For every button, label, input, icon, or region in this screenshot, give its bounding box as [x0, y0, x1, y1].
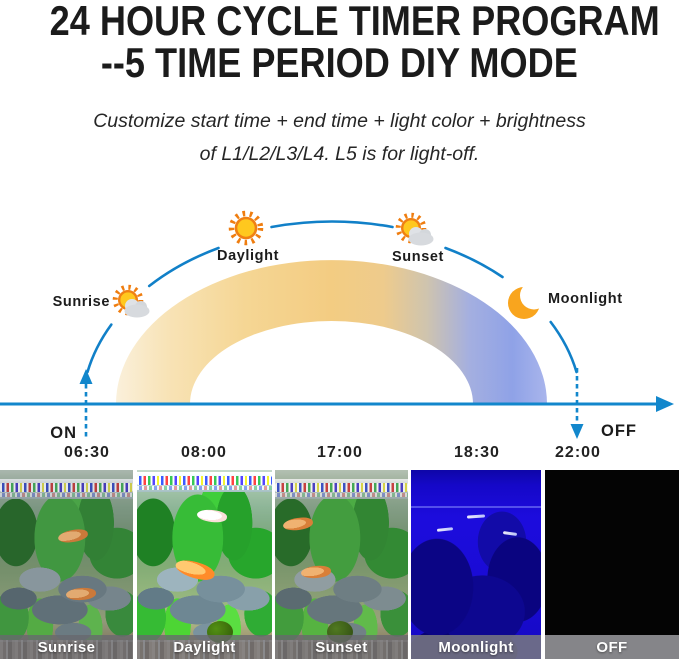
photo-panel-sunrise: Sunrise	[0, 470, 133, 659]
photo-panel-daylight: Daylight	[137, 470, 272, 659]
led-light-strip	[275, 479, 408, 499]
photo-panel-sunset: Sunset	[275, 470, 408, 659]
daylight-sun-icon	[228, 210, 264, 246]
aquarium-photo	[275, 470, 408, 659]
day-cycle-arc-diagram	[0, 210, 674, 439]
arrow-down-icon	[570, 424, 584, 439]
led-light-strip	[137, 472, 272, 492]
aquarium-photo-blue	[411, 470, 541, 659]
axis-time-2200: 22:00	[555, 444, 601, 461]
led-light-strip	[0, 479, 133, 499]
power-off-label: OFF	[601, 422, 637, 440]
aquarium-photo-strip: Sunrise Daylight	[0, 470, 679, 659]
page-title-text2: --5 TIME PERIOD DIY MODE	[101, 39, 578, 86]
timeline-axis	[0, 396, 674, 412]
off-marker	[570, 368, 584, 439]
arrow-up-icon	[79, 369, 93, 384]
photo-panel-off: OFF	[545, 470, 679, 659]
page-title-line2: --5 TIME PERIOD DIY MODE	[0, 42, 679, 84]
page-title-line1: 24 HOUR CYCLE TIMER PROGRAM	[0, 0, 679, 42]
photo-label: Daylight	[137, 635, 272, 659]
photo-label: Moonlight	[411, 635, 541, 659]
phase-label-sunrise: Sunrise	[52, 294, 110, 310]
sunrise-sun-behind-cloud-icon	[112, 284, 150, 318]
phase-label-daylight: Daylight	[217, 248, 279, 264]
phase-label-moonlight: Moonlight	[548, 291, 623, 307]
timeline-arrow-right-icon	[656, 396, 674, 412]
subtitle-line1: Customize start time + end time + light …	[93, 110, 586, 132]
moonlight-crescent-moon-icon	[508, 281, 548, 319]
power-on-label: ON	[50, 424, 77, 442]
lights-off-photo	[545, 470, 679, 659]
sun-path-arc	[86, 220, 578, 374]
phase-label-sunset: Sunset	[392, 249, 444, 265]
photo-label: Sunset	[275, 635, 408, 659]
aquarium-photo	[0, 470, 133, 659]
photo-label: Sunrise	[0, 635, 133, 659]
page-title-text1: 24 HOUR CYCLE TIMER PROGRAM	[49, 0, 660, 44]
axis-time-0800: 08:00	[181, 444, 227, 461]
photo-label: OFF	[545, 635, 679, 659]
axis-time-1700: 17:00	[317, 444, 363, 461]
on-marker	[79, 369, 93, 439]
photo-panel-moonlight: Moonlight	[411, 470, 541, 659]
light-gradient-arch	[116, 260, 547, 404]
axis-time-1830: 18:30	[454, 444, 500, 461]
axis-time-0630: 06:30	[64, 444, 110, 461]
aquarium-photo	[137, 470, 272, 659]
sunset-sun-behind-cloud-icon	[395, 212, 434, 246]
subtitle-line2: of L1/L2/L3/L4. L5 is for light-off.	[199, 143, 480, 165]
